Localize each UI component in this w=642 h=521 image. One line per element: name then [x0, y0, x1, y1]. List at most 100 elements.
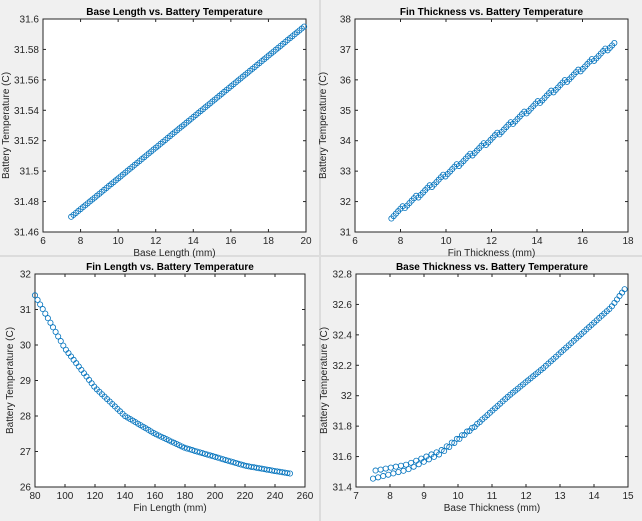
- chart-fin-thickness: Fin Thickness vs. Battery Temperature Fi…: [318, 7, 634, 259]
- data-point: [301, 23, 308, 30]
- y-tick-label: 32: [20, 270, 32, 281]
- x-tick-label: 8: [398, 236, 404, 247]
- data-point: [448, 439, 455, 446]
- y-tick-label: 33: [340, 167, 352, 178]
- y-tick-label: 32.2: [333, 361, 353, 372]
- y-axis-label: Battery Temperature (C): [319, 327, 330, 434]
- y-tick-label: 31.6: [20, 15, 40, 26]
- x-tick-label: 16: [225, 236, 237, 247]
- y-tick-label: 37: [340, 45, 352, 56]
- y-tick-label: 26: [20, 483, 32, 494]
- y-tick-label: 31.8: [333, 422, 353, 433]
- y-tick-label: 31.56: [14, 75, 39, 86]
- x-axis-label: Fin Thickness (mm): [448, 248, 536, 259]
- x-tick-label: 200: [207, 491, 224, 502]
- data-point: [57, 338, 64, 345]
- data-point: [284, 470, 291, 477]
- chart-title: Base Thickness vs. Battery Temperature: [396, 262, 589, 273]
- y-tick-label: 31: [20, 305, 32, 316]
- y-tick-label: 28: [20, 412, 32, 423]
- data-point: [286, 470, 293, 477]
- x-tick-label: 12: [486, 236, 498, 247]
- x-tick-label: 11: [487, 491, 498, 502]
- data-point: [436, 451, 443, 458]
- plot-area: [34, 273, 306, 488]
- data-point: [464, 428, 471, 435]
- x-tick-label: 16: [577, 236, 589, 247]
- x-tick-label: 100: [57, 491, 74, 502]
- data-point: [50, 324, 57, 331]
- x-tick-label: 10: [113, 236, 125, 247]
- data-point: [469, 424, 476, 431]
- y-tick-label: 31: [340, 228, 352, 239]
- y-tick-label: 35: [340, 106, 352, 117]
- y-tick-label: 31.54: [14, 106, 39, 117]
- chart-fin-length: Fin Length vs. Battery Temperature Fin L…: [5, 262, 314, 514]
- data-point: [47, 319, 54, 326]
- chart-title: Fin Thickness vs. Battery Temperature: [400, 7, 584, 18]
- x-tick-label: 8: [78, 236, 84, 247]
- data-point: [458, 432, 465, 439]
- data-point: [32, 292, 39, 299]
- x-tick-label: 140: [117, 491, 134, 502]
- y-tick-label: 38: [340, 15, 352, 26]
- y-tick-label: 31.5: [20, 167, 40, 178]
- x-tick-label: 240: [267, 491, 284, 502]
- y-tick-label: 32: [341, 391, 353, 402]
- y-tick-label: 31.52: [14, 136, 39, 147]
- x-tick-label: 160: [147, 491, 164, 502]
- data-point: [415, 461, 422, 468]
- y-tick-label: 31.58: [14, 45, 39, 56]
- x-tick-label: 13: [554, 491, 566, 502]
- y-tick-label: 27: [20, 447, 32, 458]
- x-tick-label: 8: [387, 491, 393, 502]
- data-point: [443, 443, 450, 450]
- data-point: [403, 461, 410, 468]
- y-axis-label: Battery Temperature (C): [318, 72, 329, 179]
- x-tick-label: 120: [87, 491, 104, 502]
- y-tick-label: 34: [340, 136, 352, 147]
- data-point: [60, 342, 67, 349]
- y-tick-label: 31.48: [14, 197, 39, 208]
- data-point: [181, 444, 188, 451]
- data-point: [446, 444, 453, 451]
- x-tick-label: 180: [177, 491, 194, 502]
- data-point: [420, 458, 427, 465]
- y-tick-label: 36: [340, 75, 352, 86]
- y-axis-label: Battery Temperature (C): [1, 72, 12, 179]
- x-tick-label: 12: [520, 491, 532, 502]
- chart-title: Base Length vs. Battery Temperature: [86, 7, 263, 18]
- data-point: [55, 333, 62, 340]
- x-axis-label: Fin Length (mm): [133, 503, 206, 514]
- y-tick-label: 32.8: [333, 270, 353, 281]
- y-tick-label: 31.4: [333, 483, 353, 494]
- x-tick-label: 15: [622, 491, 634, 502]
- y-tick-label: 30: [20, 341, 32, 352]
- data-point: [52, 328, 59, 335]
- x-tick-label: 14: [188, 236, 200, 247]
- y-tick-label: 32.6: [333, 300, 353, 311]
- data-point: [42, 310, 49, 317]
- y-tick-label: 29: [20, 376, 32, 387]
- data-point: [611, 39, 618, 46]
- x-tick-label: 18: [622, 236, 634, 247]
- x-tick-label: 12: [150, 236, 162, 247]
- data-point: [34, 296, 41, 303]
- x-tick-label: 14: [588, 491, 600, 502]
- x-tick-label: 20: [300, 236, 312, 247]
- plot-area: [42, 18, 307, 233]
- x-tick-label: 14: [531, 236, 543, 247]
- chart-title: Fin Length vs. Battery Temperature: [86, 262, 254, 273]
- data-point: [405, 466, 412, 473]
- data-point: [44, 315, 51, 322]
- x-tick-label: 220: [237, 491, 254, 502]
- x-tick-label: 260: [297, 491, 314, 502]
- x-tick-label: 7: [353, 491, 359, 502]
- x-tick-label: 9: [421, 491, 427, 502]
- x-tick-label: 80: [29, 491, 41, 502]
- x-tick-label: 18: [263, 236, 275, 247]
- chart-base-length: Base Length vs. Battery Temperature Base…: [1, 7, 312, 259]
- data-point: [410, 463, 417, 470]
- chart-base-thickness: Base Thickness vs. Battery Temperature B…: [319, 262, 634, 514]
